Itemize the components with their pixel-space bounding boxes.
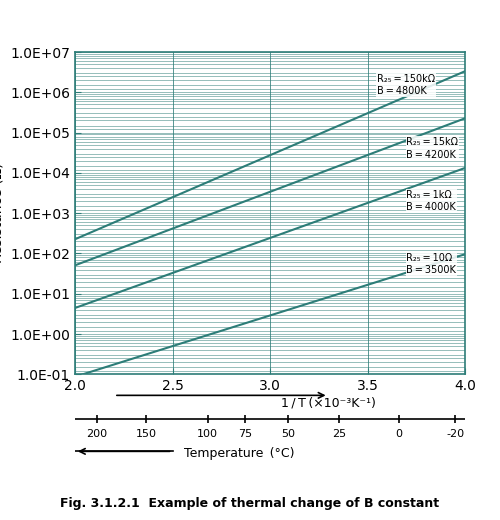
Text: Fig. 3.1.2.1  Example of thermal change of B constant: Fig. 3.1.2.1 Example of thermal change o… (60, 497, 440, 510)
Text: R₂₅ = 1kΩ
B = 4000K: R₂₅ = 1kΩ B = 4000K (406, 190, 456, 212)
Text: 100: 100 (197, 429, 218, 439)
Text: R₂₅ = 15kΩ
B = 4200K: R₂₅ = 15kΩ B = 4200K (406, 137, 459, 160)
Y-axis label: Resistance (Ω): Resistance (Ω) (0, 163, 4, 264)
Text: 1 / T (×10⁻³K⁻¹): 1 / T (×10⁻³K⁻¹) (281, 397, 376, 410)
Text: 50: 50 (282, 429, 296, 439)
Text: R₂₅ = 10Ω
B = 3500K: R₂₅ = 10Ω B = 3500K (406, 253, 457, 275)
Text: 75: 75 (238, 429, 252, 439)
Text: -20: -20 (446, 429, 464, 439)
Text: R₂₅ = 150kΩ
B = 4800K: R₂₅ = 150kΩ B = 4800K (378, 74, 436, 96)
Text: 25: 25 (332, 429, 346, 439)
Text: 200: 200 (86, 429, 108, 439)
Text: 0: 0 (396, 429, 402, 439)
Text: 150: 150 (136, 429, 156, 439)
Text: Temperature (°C): Temperature (°C) (184, 447, 294, 460)
